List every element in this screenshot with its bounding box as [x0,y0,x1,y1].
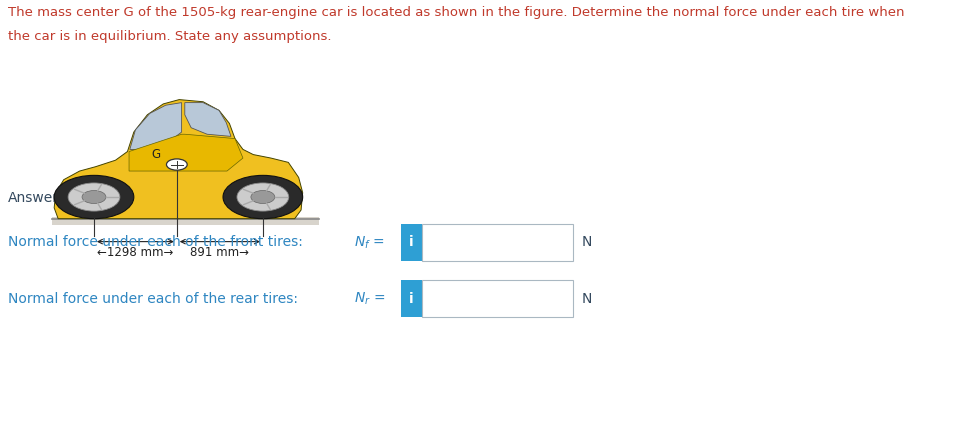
Circle shape [237,183,288,211]
Circle shape [55,175,134,219]
Text: the car is in equilibrium. State any assumptions.: the car is in equilibrium. State any ass… [8,30,331,43]
Text: Answers:: Answers: [8,191,71,204]
Circle shape [82,191,106,204]
Text: Normal force under each of the rear tires:: Normal force under each of the rear tire… [8,292,298,306]
Bar [400,281,422,317]
Polygon shape [129,134,243,171]
Text: Normal force under each of the front tires:: Normal force under each of the front tir… [8,236,303,249]
Text: 891 mm→: 891 mm→ [191,246,249,259]
Polygon shape [185,103,231,136]
Bar [422,224,574,261]
Circle shape [223,175,303,219]
Polygon shape [130,103,182,150]
Text: i: i [409,292,414,306]
Polygon shape [55,100,303,219]
Text: N: N [582,236,592,249]
Text: The mass center G of the 1505-kg rear-engine car is located as shown in the figu: The mass center G of the 1505-kg rear-en… [8,6,904,19]
Text: G: G [151,148,160,161]
Circle shape [68,183,120,211]
Text: i: i [409,236,414,249]
Text: ←1298 mm→: ←1298 mm→ [97,246,173,259]
Bar [422,281,574,317]
Text: N: N [582,292,592,306]
Text: $N_f$ =: $N_f$ = [354,234,385,251]
Circle shape [251,191,275,204]
Circle shape [167,159,187,170]
Bar [400,224,422,261]
Text: $N_r$ =: $N_r$ = [354,291,386,307]
Bar [52,217,319,225]
